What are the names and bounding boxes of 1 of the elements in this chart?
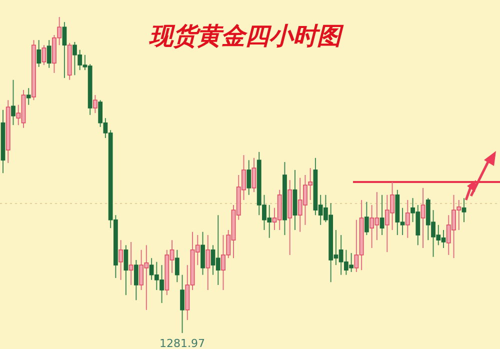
annotation: 1281.97 [160, 337, 206, 349]
